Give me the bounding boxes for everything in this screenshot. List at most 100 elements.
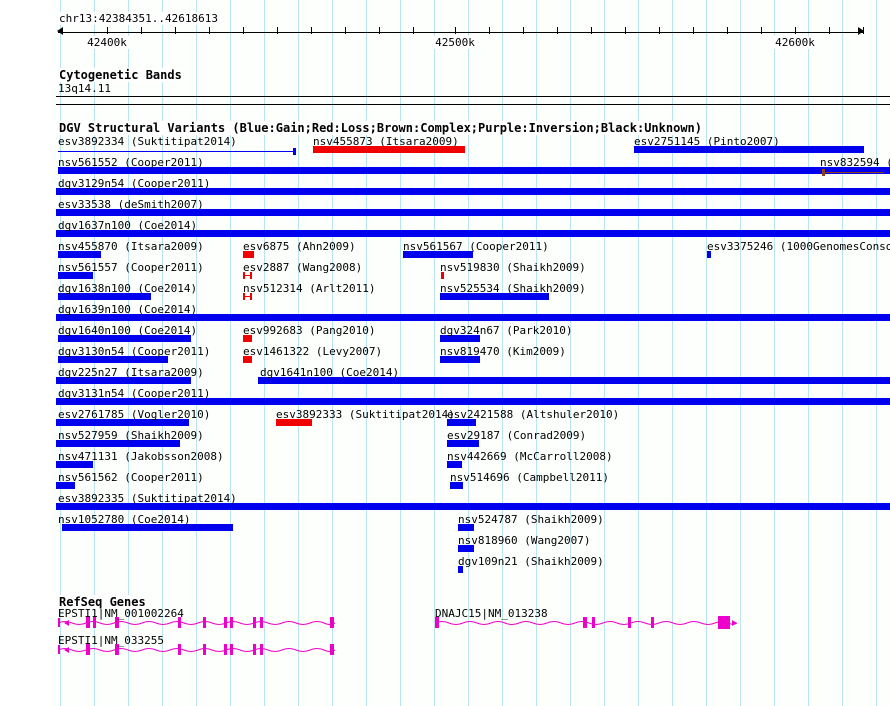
variant-label[interactable]: dgv1637n100 (Coe2014) bbox=[58, 219, 198, 232]
variant-label[interactable]: nsv1052780 (Coe2014) bbox=[58, 513, 191, 526]
variant-label[interactable]: esv2751145 (Pinto2007) bbox=[634, 135, 780, 148]
variant-label[interactable]: nsv561567 (Cooper2011) bbox=[403, 240, 549, 253]
variant-bar[interactable] bbox=[458, 566, 463, 573]
variant-line[interactable] bbox=[822, 172, 884, 173]
variant-bar[interactable] bbox=[56, 461, 93, 468]
gene-exon[interactable] bbox=[86, 644, 90, 655]
variant-label[interactable]: esv2887 (Wang2008) bbox=[243, 261, 363, 274]
variant-label[interactable]: nsv455873 (Itsara2009) bbox=[313, 135, 459, 148]
variant-bar[interactable] bbox=[441, 272, 444, 279]
variant-bar[interactable] bbox=[56, 440, 180, 447]
gene-exon[interactable] bbox=[592, 617, 595, 628]
variant-label[interactable]: esv6875 (Ahn2009) bbox=[243, 240, 356, 253]
variant-bar[interactable] bbox=[58, 272, 93, 279]
variant-bar[interactable] bbox=[276, 419, 312, 426]
variant-label[interactable]: nsv561557 (Cooper2011) bbox=[58, 261, 204, 274]
variant-bar[interactable] bbox=[258, 377, 890, 384]
variant-label[interactable]: dgv109n21 (Shaikh2009) bbox=[458, 555, 604, 568]
variant-bar[interactable] bbox=[62, 524, 233, 531]
variant-label[interactable]: esv29187 (Conrad2009) bbox=[447, 429, 587, 442]
variant-bar[interactable] bbox=[56, 503, 890, 510]
variant-label[interactable]: nsv514696 (Campbell2011) bbox=[450, 471, 609, 484]
variant-label[interactable]: dgv3131n54 (Cooper2011) bbox=[58, 387, 211, 400]
variant-bar[interactable] bbox=[243, 335, 252, 342]
variant-bar[interactable] bbox=[458, 524, 474, 531]
gene-exon[interactable] bbox=[178, 644, 181, 655]
variant-label[interactable]: nsv519830 (Shaikh2009) bbox=[440, 261, 586, 274]
gene-exon[interactable] bbox=[58, 645, 60, 654]
variant-label[interactable]: dgv324n67 (Park2010) bbox=[440, 324, 573, 337]
gene-exon[interactable] bbox=[224, 617, 227, 628]
variant-bar[interactable] bbox=[58, 251, 101, 258]
variant-bar[interactable] bbox=[56, 188, 890, 195]
variant-label[interactable]: esv3892334 (Suktitipat2014) bbox=[58, 135, 237, 148]
gene-exon[interactable] bbox=[203, 644, 206, 655]
variant-line[interactable] bbox=[58, 151, 296, 152]
variant-bar[interactable] bbox=[58, 356, 168, 363]
variant-label[interactable]: esv33538 (deSmith2007) bbox=[58, 198, 204, 211]
gene-exon[interactable] bbox=[115, 644, 119, 655]
variant-bar[interactable] bbox=[56, 482, 75, 489]
variant-label[interactable]: esv2421588 (Altshuler2010) bbox=[447, 408, 620, 421]
variant-label[interactable]: dgv3130n54 (Cooper2011) bbox=[58, 345, 211, 358]
variant-label[interactable]: esv1461322 (Levy2007) bbox=[243, 345, 383, 358]
variant-label[interactable]: dgv3129n54 (Cooper2011) bbox=[58, 177, 211, 190]
gene-exon[interactable] bbox=[583, 617, 587, 628]
variant-bar[interactable] bbox=[58, 167, 890, 174]
variant-bar[interactable] bbox=[450, 482, 463, 489]
variant-label[interactable]: dgv1641n100 (Coe2014) bbox=[260, 366, 400, 379]
gene-exon[interactable] bbox=[58, 618, 60, 627]
variant-bar[interactable] bbox=[58, 293, 151, 300]
gene-exon[interactable] bbox=[115, 617, 119, 628]
variant-label[interactable]: nsv455870 (Itsara2009) bbox=[58, 240, 204, 253]
variant-bar[interactable] bbox=[56, 377, 191, 384]
variant-label[interactable]: esv3892335 (Suktitipat2014) bbox=[58, 492, 237, 505]
variant-label[interactable]: nsv832594 (W bbox=[820, 156, 890, 169]
variant-label[interactable]: esv3375246 (1000GenomesConsort bbox=[707, 240, 890, 253]
gene-exon[interactable] bbox=[330, 617, 334, 628]
gene-label[interactable]: EPSTI1|NM_001002264 bbox=[58, 607, 184, 620]
variant-label[interactable]: nsv471131 (Jakobsson2008) bbox=[58, 450, 224, 463]
variant-bar[interactable] bbox=[58, 335, 191, 342]
gene-exon[interactable] bbox=[86, 617, 90, 628]
variant-bar[interactable] bbox=[403, 251, 473, 258]
variant-bar[interactable] bbox=[56, 398, 890, 405]
variant-label[interactable]: nsv818960 (Wang2007) bbox=[458, 534, 591, 547]
variant-label[interactable]: esv992683 (Pang2010) bbox=[243, 324, 376, 337]
variant-label[interactable]: nsv525534 (Shaikh2009) bbox=[440, 282, 586, 295]
gene-exon[interactable] bbox=[718, 616, 730, 629]
variant-bar[interactable] bbox=[313, 146, 465, 153]
variant-label[interactable]: nsv819470 (Kim2009) bbox=[440, 345, 566, 358]
variant-bar[interactable] bbox=[447, 419, 476, 426]
variant-h-marker[interactable] bbox=[243, 272, 252, 279]
variant-bar[interactable] bbox=[243, 251, 254, 258]
variant-bar[interactable] bbox=[243, 356, 252, 363]
variant-label[interactable]: dgv1638n100 (Coe2014) bbox=[58, 282, 198, 295]
gene-label[interactable]: EPSTI1|NM_033255 bbox=[58, 634, 164, 647]
variant-label[interactable]: esv2761785 (Vogler2010) bbox=[58, 408, 211, 421]
gene-exon[interactable] bbox=[253, 644, 256, 655]
gene-label[interactable]: DNAJC15|NM_013238 bbox=[435, 607, 548, 620]
variant-label[interactable]: dgv1639n100 (Coe2014) bbox=[58, 303, 198, 316]
variant-label[interactable]: nsv561552 (Cooper2011) bbox=[58, 156, 204, 169]
variant-label[interactable]: nsv524787 (Shaikh2009) bbox=[458, 513, 604, 526]
gene-exon[interactable] bbox=[230, 617, 233, 628]
variant-label[interactable]: dgv1640n100 (Coe2014) bbox=[58, 324, 198, 337]
variant-bar[interactable] bbox=[634, 146, 864, 153]
variant-label[interactable]: nsv512314 (Arlt2011) bbox=[243, 282, 376, 295]
variant-bar[interactable] bbox=[458, 545, 474, 552]
variant-label[interactable]: nsv442669 (McCarroll2008) bbox=[447, 450, 613, 463]
variant-label[interactable]: nsv527959 (Shaikh2009) bbox=[58, 429, 204, 442]
gene-exon[interactable] bbox=[260, 644, 263, 655]
gene-exon[interactable] bbox=[230, 644, 233, 655]
variant-h-marker[interactable] bbox=[243, 293, 252, 300]
gene-exon[interactable] bbox=[253, 617, 256, 628]
gene-exon[interactable] bbox=[651, 617, 654, 628]
variant-bar[interactable] bbox=[440, 335, 480, 342]
gene-exon[interactable] bbox=[330, 644, 334, 655]
gene-exon[interactable] bbox=[203, 617, 206, 628]
variant-bar[interactable] bbox=[56, 230, 890, 237]
variant-label[interactable]: nsv561562 (Cooper2011) bbox=[58, 471, 204, 484]
variant-bar[interactable] bbox=[707, 251, 711, 258]
variant-label[interactable]: esv3892333 (Suktitipat2014) bbox=[276, 408, 455, 421]
